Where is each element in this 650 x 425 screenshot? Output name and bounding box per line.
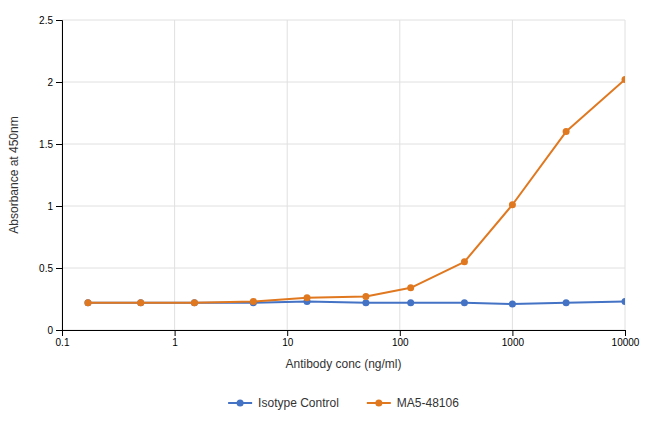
point [622,298,626,305]
y-tick-mark [56,268,62,269]
y-tick-label: 2.5 [39,15,53,26]
y-tick: 0 [47,325,62,336]
y-tick: 2.5 [39,15,62,26]
grid-line-x [625,20,626,330]
series [84,76,625,306]
legend-swatch-marker [237,400,244,407]
point [362,299,369,306]
y-tick: 1 [47,201,62,212]
x-tick: 100 [392,330,409,348]
grid-line-y [62,144,625,145]
point [509,201,516,208]
x-tick-mark [625,330,626,336]
legend-swatch-marker [375,400,382,407]
grid-line-y [62,82,625,83]
x-tick-label: 10000 [612,337,640,348]
point [461,258,468,265]
x-axis: 0.1 1 10 100 1000 10000 [56,330,640,348]
grid-line-y [62,206,625,207]
legend: Isotype Control MA5-48106 [228,396,459,410]
x-tick: 10 [282,330,294,348]
grid-line-x [174,20,175,330]
point [250,298,257,305]
y-tick: 1.5 [39,139,62,150]
y-tick: 2 [47,77,62,88]
y-axis-title: Absorbance at 450nm [7,116,21,233]
point [563,128,570,135]
y-axis-line [56,21,63,331]
x-tick-label: 1 [172,337,178,348]
point [84,299,91,306]
point [137,299,144,306]
y-tick-label: 1.5 [39,139,53,150]
grid-line-x [512,20,513,330]
x-tick-label: 10 [282,337,294,348]
x-tick-mark [400,330,401,336]
point [622,76,626,83]
x-axis-title: Antibody conc (ng/ml) [285,357,401,371]
x-axis-line [63,331,626,337]
x-tick: 0.1 [56,330,70,348]
x-tick-label: 0.1 [56,337,70,348]
legend-label: Isotype Control [258,396,339,410]
x-tick: 1000 [502,330,525,348]
x-tick: 10000 [612,330,640,348]
y-tick-label: 0.5 [39,263,53,274]
line [88,80,625,303]
point [137,299,144,306]
point [304,294,311,301]
y-tick-mark [56,206,62,207]
y-tick-mark [56,20,62,21]
y-tick-label: 1 [47,201,53,212]
x-tick-mark [175,330,176,336]
point [407,299,414,306]
legend-item: Isotype Control [228,396,339,410]
marks [84,76,625,307]
point [362,293,369,300]
y-tick-mark [56,82,62,83]
grid-line-x [287,20,288,330]
point [461,299,468,306]
plot-area: 0.1 1 10 100 1000 10000 0 0.5 1 1.5 2 2.5 Antibody c… [7,15,640,371]
legend-item: MA5-48106 [367,396,459,410]
chart: 0.1 1 10 100 1000 10000 0 0.5 1 1.5 2 2.5 Antibody c… [0,0,650,425]
point [191,299,198,306]
y-tick-label: 0 [47,325,53,336]
legend-label: MA5-48106 [397,396,459,410]
y-axis: 0 0.5 1 1.5 2 2.5 [39,15,62,336]
y-tick: 0.5 [39,263,62,274]
grid-line-y [62,268,625,269]
grid-line-x [399,20,400,330]
point [509,300,516,307]
x-tick: 1 [172,330,178,348]
x-tick-mark [512,330,513,336]
point [563,299,570,306]
x-tick-label: 100 [392,337,409,348]
grid-line-y [62,20,625,21]
y-tick-label: 2 [47,77,53,88]
point [84,299,91,306]
y-tick-mark [56,144,62,145]
x-tick-label: 1000 [502,337,525,348]
grid [62,20,625,330]
point [191,299,198,306]
y-tick-mark [56,330,62,331]
x-tick-mark [287,330,288,336]
point [407,284,414,291]
